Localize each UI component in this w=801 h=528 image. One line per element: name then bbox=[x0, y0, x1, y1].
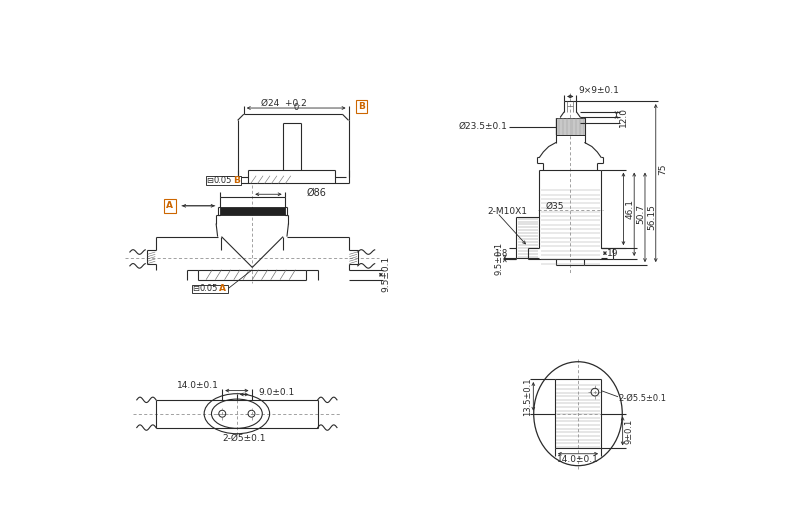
Text: 9×9±0.1: 9×9±0.1 bbox=[579, 86, 620, 95]
Bar bbox=[556, 118, 585, 135]
Text: A: A bbox=[167, 201, 173, 210]
Text: 9±0.1: 9±0.1 bbox=[624, 418, 633, 444]
Bar bbox=[220, 208, 284, 215]
Text: 0.05: 0.05 bbox=[213, 176, 231, 185]
Text: Ø35: Ø35 bbox=[545, 202, 564, 211]
Text: 0: 0 bbox=[293, 103, 299, 112]
Text: B: B bbox=[358, 102, 365, 111]
Text: A: A bbox=[219, 285, 226, 294]
Text: 50.7: 50.7 bbox=[637, 204, 646, 224]
Text: 19: 19 bbox=[607, 249, 618, 258]
Text: 9.5±0.1: 9.5±0.1 bbox=[494, 242, 503, 275]
Text: 75: 75 bbox=[658, 164, 667, 175]
Text: 12.0: 12.0 bbox=[619, 107, 628, 127]
Text: 2-M10X1: 2-M10X1 bbox=[487, 206, 527, 216]
Text: Ø23.5±0.1: Ø23.5±0.1 bbox=[458, 122, 507, 131]
Text: Ø86: Ø86 bbox=[306, 188, 326, 197]
Text: 56.15: 56.15 bbox=[647, 204, 656, 230]
Bar bbox=[192, 285, 227, 293]
Text: 0.05: 0.05 bbox=[199, 285, 218, 294]
Text: 2-Ø5±0.1: 2-Ø5±0.1 bbox=[223, 434, 266, 443]
Text: 2-Ø5.5±0.1: 2-Ø5.5±0.1 bbox=[618, 394, 666, 403]
Text: Ø24  +0.2: Ø24 +0.2 bbox=[261, 99, 307, 108]
Text: ⊟: ⊟ bbox=[207, 176, 213, 185]
Text: 14.0±0.1: 14.0±0.1 bbox=[557, 456, 599, 465]
Text: 1.8: 1.8 bbox=[494, 249, 507, 258]
Bar bbox=[206, 176, 241, 185]
Text: 9.0±0.1: 9.0±0.1 bbox=[259, 388, 295, 397]
Text: 9.5±0.1: 9.5±0.1 bbox=[381, 256, 390, 293]
Text: B: B bbox=[232, 176, 239, 185]
Text: 46.1: 46.1 bbox=[626, 199, 634, 219]
Text: ⊟: ⊟ bbox=[192, 285, 199, 294]
Text: 13.5±0.1: 13.5±0.1 bbox=[523, 377, 532, 416]
Text: 14.0±0.1: 14.0±0.1 bbox=[176, 382, 219, 391]
